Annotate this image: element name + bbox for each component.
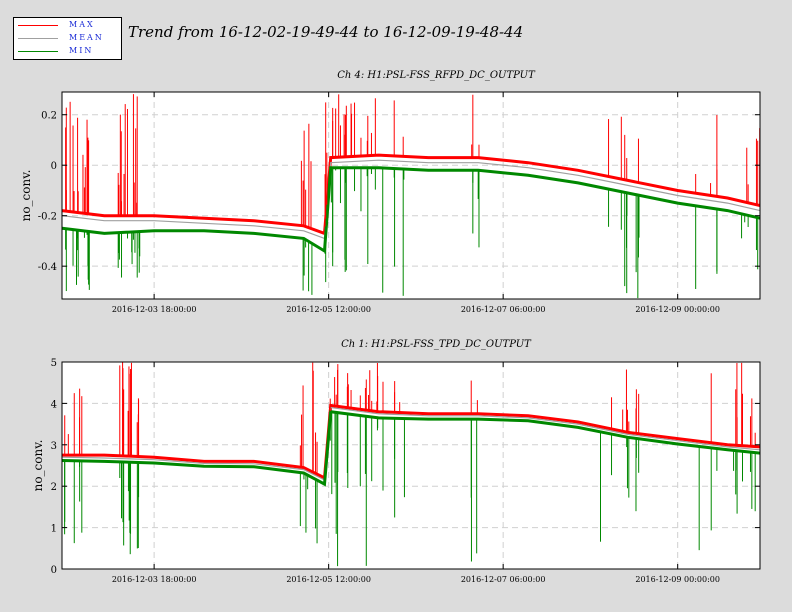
y-tick-label: 5	[51, 358, 57, 369]
x-tick-label: 2016-12-09 00:00:00	[635, 575, 720, 584]
x-tick-label: 2016-12-07 06:00:00	[461, 575, 546, 584]
legend-label-max: MAX	[69, 20, 95, 29]
legend-swatch-min	[18, 51, 58, 52]
legend: MAX MEAN MIN	[13, 17, 122, 60]
y-tick-label: 0	[51, 565, 57, 576]
legend-item-mean: MEAN	[14, 33, 121, 45]
chart-title: Ch 1: H1:PSL-FSS_TPD_DC_OUTPUT	[341, 339, 532, 350]
legend-item-max: MAX	[14, 20, 121, 32]
y-axis-label: no_conv.	[19, 170, 33, 222]
y-tick-label: 1	[51, 524, 57, 535]
x-tick-label: 2016-12-05 12:00:00	[286, 575, 371, 584]
legend-label-mean: MEAN	[69, 33, 104, 42]
x-tick-label: 2016-12-03 18:00:00	[112, 305, 197, 314]
plot-area	[62, 362, 760, 569]
series-line-mean	[61, 406, 761, 481]
plot-area	[62, 92, 760, 299]
chart-2: 0 1 2 3 4 5 2016-12-03 18:00:00 2016-12-05 12:0…	[31, 339, 761, 584]
plot-frame	[61, 361, 761, 570]
y-tick-label: 4	[51, 399, 57, 410]
y-tick-label: 3	[51, 441, 57, 452]
y-tick-label: -0.2	[38, 212, 57, 223]
y-tick-label: 2	[51, 482, 57, 493]
legend-item-min: MIN	[14, 46, 121, 58]
chart-1: -0.4 -0.2 0 0.2 2016-12-03 18:00:00 2016-12-0…	[19, 70, 761, 314]
series-line-min	[61, 166, 761, 254]
y-tick-label: -0.4	[38, 262, 57, 273]
chart-title: Ch 4: H1:PSL-FSS_RFPD_DC_OUTPUT	[337, 70, 536, 81]
x-tick-label: 2016-12-07 06:00:00	[461, 305, 546, 314]
page-title: Trend from 16-12-02-19-49-44 to 16-12-09…	[128, 23, 524, 41]
series-line-max	[62, 403, 761, 481]
y-axis-label: no_conv.	[31, 440, 45, 492]
series-line-mean	[61, 159, 761, 240]
x-tick-label: 2016-12-09 00:00:00	[635, 305, 720, 314]
series-line-max	[61, 153, 761, 236]
x-tick-label: 2016-12-05 12:00:00	[286, 305, 371, 314]
legend-swatch-mean	[18, 38, 58, 39]
y-tick-label: 0	[51, 161, 57, 172]
plot-frame	[61, 91, 761, 300]
legend-swatch-max	[18, 25, 58, 26]
legend-label-min: MIN	[69, 46, 94, 55]
series-line-min	[61, 410, 761, 487]
x-tick-label: 2016-12-03 18:00:00	[112, 575, 197, 584]
y-tick-label: 0.2	[41, 111, 57, 122]
